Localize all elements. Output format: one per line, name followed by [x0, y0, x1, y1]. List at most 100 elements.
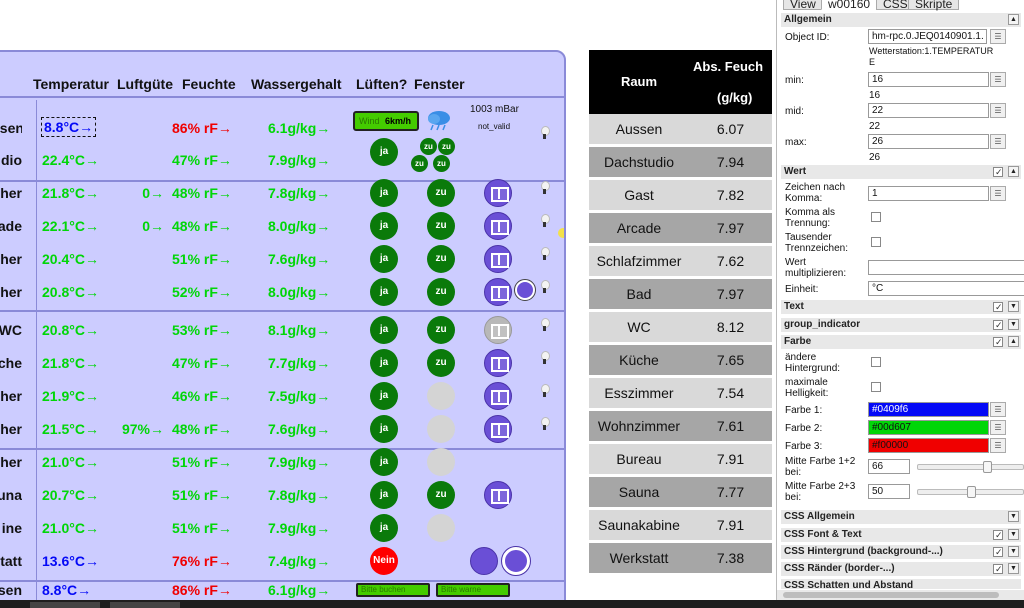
section-color[interactable]: Farbe ▲ — [781, 335, 1021, 349]
light-bulb-icon[interactable] — [541, 280, 550, 294]
window-control-button[interactable] — [484, 382, 512, 410]
color2-input[interactable]: #00d607 — [868, 420, 989, 435]
mid-picker-button[interactable]: ☰ — [990, 103, 1006, 118]
window-control-button[interactable] — [484, 179, 512, 207]
mid12-slider-handle[interactable] — [982, 461, 992, 473]
temperature-value[interactable]: 21.0°C→ — [42, 454, 99, 470]
thousands-separator-checkbox[interactable] — [871, 237, 881, 247]
multiply-input[interactable] — [868, 260, 1024, 275]
fan-button-icon[interactable] — [484, 481, 512, 509]
color3-picker-button[interactable]: ☰ — [990, 438, 1006, 453]
expand-icon[interactable]: ▼ — [1008, 511, 1019, 522]
temperature-value[interactable]: 21.5°C→ — [42, 421, 99, 437]
window-control-button[interactable] — [484, 349, 512, 377]
section-css-background[interactable]: CSS Hintergrund (background-...) ▼ — [781, 545, 1021, 559]
decimals-picker-button[interactable]: ☰ — [990, 186, 1006, 201]
tab-widget[interactable]: w00160 — [821, 0, 878, 11]
tab-scripts[interactable]: Skripte — [908, 0, 960, 11]
window-control-button[interactable] — [484, 212, 512, 240]
temperature-value[interactable]: 21.0°C→ — [42, 520, 99, 536]
window-control-button[interactable] — [484, 278, 512, 306]
mid12-slider[interactable] — [917, 461, 1024, 473]
section-group-indicator[interactable]: group_indicator ▼ — [781, 318, 1021, 332]
section-css-shadow[interactable]: CSS Schatten und Abstand — [781, 579, 1021, 589]
light-bulb-icon[interactable] — [541, 318, 550, 332]
mid23-slider-handle[interactable] — [967, 486, 976, 498]
expand-icon[interactable]: ▼ — [1008, 546, 1019, 557]
section-css-border[interactable]: CSS Ränder (border-...) ▼ — [781, 562, 1021, 576]
temperature-value[interactable]: 21.9°C→ — [42, 388, 99, 404]
radiator-button-icon[interactable] — [470, 547, 498, 575]
tab-view[interactable]: View — [783, 0, 823, 11]
change-background-checkbox[interactable] — [871, 357, 881, 367]
collapse-icon[interactable]: ▲ — [1008, 166, 1019, 177]
unit-input[interactable]: °C — [868, 281, 1024, 296]
control-box-1[interactable]: Bitte buchen — [356, 583, 430, 597]
control-box-2[interactable]: Bitte warne — [436, 583, 510, 597]
light-bulb-icon[interactable] — [541, 247, 550, 261]
editor-horizontal-scrollbar[interactable] — [777, 590, 1024, 600]
section-value-checkbox[interactable] — [993, 165, 1003, 179]
window-control-button[interactable] — [484, 415, 512, 443]
min-picker-button[interactable]: ☰ — [990, 72, 1006, 87]
mid12-input[interactable]: 66 — [868, 459, 910, 474]
max-brightness-checkbox[interactable] — [871, 382, 881, 392]
temperature-value[interactable]: 20.8°C→ — [42, 322, 99, 338]
light-bulb-icon[interactable] — [541, 417, 550, 431]
temperature-value[interactable]: 13.6°C→ — [42, 553, 99, 569]
mid23-input[interactable]: 50 — [868, 484, 910, 499]
decimals-input[interactable]: 1 — [868, 186, 989, 201]
light-bulb-icon[interactable] — [541, 351, 550, 365]
temperature-value[interactable]: 21.8°C→ — [42, 185, 99, 201]
mid-input[interactable]: 22 — [868, 103, 989, 118]
section-color-checkbox[interactable] — [993, 335, 1003, 349]
expand-icon[interactable]: ▼ — [1008, 319, 1019, 330]
taskbar-item[interactable] — [30, 602, 100, 608]
section-text-checkbox[interactable] — [993, 300, 1003, 314]
expand-icon[interactable]: ▼ — [1008, 301, 1019, 312]
temperature-value[interactable]: 8.8°C→ — [42, 582, 92, 598]
light-bulb-icon[interactable] — [541, 214, 550, 228]
max-picker-button[interactable]: ☰ — [990, 134, 1006, 149]
section-css-font[interactable]: CSS Font & Text ▼ — [781, 528, 1021, 542]
min-input[interactable]: 16 — [868, 72, 989, 87]
scrollbar-thumb[interactable] — [783, 592, 999, 598]
temperature-value[interactable]: 8.8°C→ — [40, 117, 97, 137]
color3-input[interactable]: #f00000 — [868, 438, 989, 453]
expand-icon[interactable]: ▼ — [1008, 563, 1019, 574]
object-id-input[interactable]: hm-rpc.0.JEQ0140901.1. — [868, 29, 987, 44]
light-bulb-icon[interactable] — [541, 384, 550, 398]
mid23-slider[interactable] — [917, 486, 1024, 498]
section-text[interactable]: Text ▼ — [781, 300, 1021, 314]
collapse-icon[interactable]: ▲ — [1008, 336, 1019, 347]
temperature-value[interactable]: 21.8°C→ — [42, 355, 99, 371]
color1-input[interactable]: #0409f6 — [868, 402, 989, 417]
section-css-border-checkbox[interactable] — [993, 562, 1003, 576]
window-control-button[interactable] — [484, 316, 512, 344]
temperature-value[interactable]: 22.1°C→ — [42, 218, 99, 234]
section-value[interactable]: Wert ▲ — [781, 165, 1021, 179]
max-input[interactable]: 26 — [868, 134, 989, 149]
section-group-checkbox[interactable] — [993, 318, 1003, 332]
taskbar-item[interactable] — [110, 602, 180, 608]
temperature-value[interactable]: 20.4°C→ — [42, 251, 99, 267]
object-id-picker-button[interactable]: ☰ — [990, 29, 1006, 44]
temperature-value[interactable]: 20.7°C→ — [42, 487, 99, 503]
window-control-button[interactable] — [484, 245, 512, 273]
boiler-button-icon[interactable] — [501, 546, 531, 576]
light-bulb-icon[interactable] — [541, 181, 550, 195]
light-bulb-icon[interactable] — [541, 126, 550, 140]
expand-icon[interactable]: ▼ — [1008, 529, 1019, 540]
wind-indicator[interactable]: Wind 6km/h — [353, 111, 419, 131]
temperature-value[interactable]: 20.8°C→ — [42, 284, 99, 300]
collapse-icon[interactable]: ▲ — [1008, 14, 1019, 25]
section-css-background-checkbox[interactable] — [993, 545, 1003, 559]
color1-picker-button[interactable]: ☰ — [990, 402, 1006, 417]
color2-picker-button[interactable]: ☰ — [990, 420, 1006, 435]
section-css-general[interactable]: CSS Allgemein ▼ — [781, 510, 1021, 524]
temperature-value[interactable]: 22.4°C→ — [42, 152, 99, 168]
section-css-font-checkbox[interactable] — [993, 528, 1003, 542]
comma-checkbox[interactable] — [871, 212, 881, 222]
radiator-icon[interactable] — [514, 279, 536, 301]
section-general[interactable]: Allgemein ▲ — [781, 13, 1021, 27]
